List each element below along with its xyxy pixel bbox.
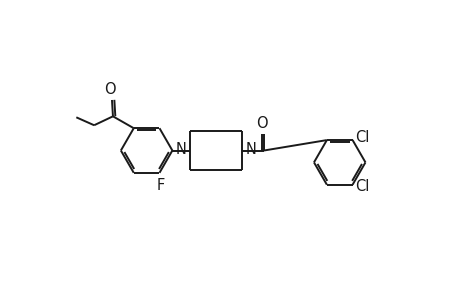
Text: O: O: [104, 82, 116, 97]
Text: O: O: [256, 116, 267, 131]
Text: Cl: Cl: [355, 179, 369, 194]
Text: Cl: Cl: [355, 130, 369, 145]
Text: F: F: [156, 178, 164, 193]
Text: N: N: [245, 142, 256, 157]
Text: N: N: [175, 142, 186, 157]
